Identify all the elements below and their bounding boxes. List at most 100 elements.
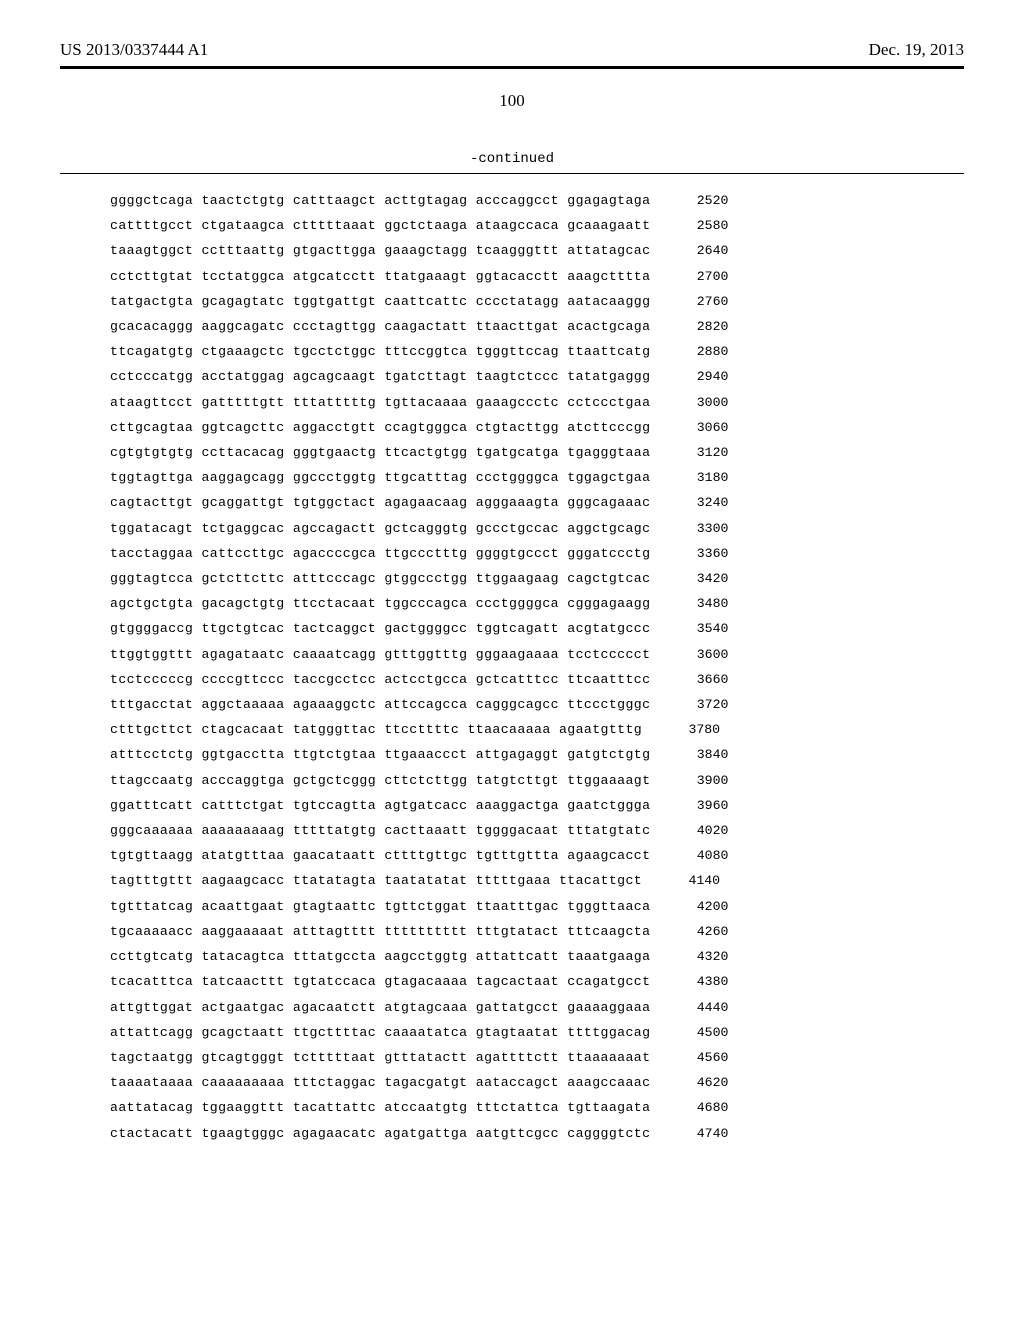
sequence-position: 3000 <box>678 396 728 409</box>
sequence-row: ctttgcttct ctagcacaat tatgggttac ttccttt… <box>110 723 964 736</box>
sequence-position: 3360 <box>678 547 728 560</box>
sequence-row: gggtagtcca gctcttcttc atttcccagc gtggccc… <box>110 572 964 585</box>
sequence-row: cttgcagtaa ggtcagcttc aggacctgtt ccagtgg… <box>110 421 964 434</box>
page-container: US 2013/0337444 A1 Dec. 19, 2013 100 -co… <box>0 0 1024 1212</box>
sequence-position: 3960 <box>678 799 728 812</box>
sequence-row: tgtgttaagg atatgtttaa gaacataatt cttttgt… <box>110 849 964 862</box>
sequence-bases: cattttgcct ctgataagca ctttttaaat ggctcta… <box>110 219 650 232</box>
sequence-row: cctcttgtat tcctatggca atgcatcctt ttatgaa… <box>110 270 964 283</box>
sequence-bases: tggatacagt tctgaggcac agccagactt gctcagg… <box>110 522 650 535</box>
sequence-row: tgcaaaaacc aaggaaaaat atttagtttt ttttttt… <box>110 925 964 938</box>
sequence-row: atttcctctg ggtgacctta ttgtctgtaa ttgaaac… <box>110 748 964 761</box>
sequence-bases: ttcagatgtg ctgaaagctc tgcctctggc tttccgg… <box>110 345 650 358</box>
sequence-bases: gggcaaaaaa aaaaaaaaag tttttatgtg cacttaa… <box>110 824 650 837</box>
sequence-bases: ggggctcaga taactctgtg catttaagct acttgta… <box>110 194 650 207</box>
sequence-position: 3840 <box>678 748 728 761</box>
sequence-bases: tagtttgttt aagaagcacc ttatatagta taatata… <box>110 874 642 887</box>
sequence-position: 2820 <box>678 320 728 333</box>
sequence-row: ttggtggttt agagataatc caaaatcagg gtttggt… <box>110 648 964 661</box>
sequence-position: 4740 <box>678 1127 728 1140</box>
sequence-position: 4140 <box>670 874 720 887</box>
sequence-listing: ggggctcaga taactctgtg catttaagct acttgta… <box>110 194 964 1140</box>
sequence-position: 4080 <box>678 849 728 862</box>
sequence-bases: tgcaaaaacc aaggaaaaat atttagtttt ttttttt… <box>110 925 650 938</box>
sequence-position: 3240 <box>678 496 728 509</box>
sequence-row: cctcccatgg acctatggag agcagcaagt tgatctt… <box>110 370 964 383</box>
sequence-position: 2760 <box>678 295 728 308</box>
sequence-row: taaagtggct cctttaattg gtgacttgga gaaagct… <box>110 244 964 257</box>
sequence-row: ggggctcaga taactctgtg catttaagct acttgta… <box>110 194 964 207</box>
sequence-bases: ataagttcct gatttttgtt tttatttttg tgttaca… <box>110 396 650 409</box>
sequence-position: 4500 <box>678 1026 728 1039</box>
sequence-bases: tggtagttga aaggagcagg ggccctggtg ttgcatt… <box>110 471 650 484</box>
sequence-row: ttcagatgtg ctgaaagctc tgcctctggc tttccgg… <box>110 345 964 358</box>
sequence-position: 3300 <box>678 522 728 535</box>
sequence-bases: attattcagg gcagctaatt ttgcttttac caaaata… <box>110 1026 650 1039</box>
sequence-position: 4200 <box>678 900 728 913</box>
sequence-position: 2520 <box>678 194 728 207</box>
sequence-row: aattatacag tggaaggttt tacattattc atccaat… <box>110 1101 964 1114</box>
sequence-position: 3060 <box>678 421 728 434</box>
sequence-row: ggatttcatt catttctgat tgtccagtta agtgatc… <box>110 799 964 812</box>
sequence-position: 2640 <box>678 244 728 257</box>
sequence-bases: tgtgttaagg atatgtttaa gaacataatt cttttgt… <box>110 849 650 862</box>
sequence-bases: tttgacctat aggctaaaaa agaaaggctc attccag… <box>110 698 650 711</box>
sequence-bases: tcacatttca tatcaacttt tgtatccaca gtagaca… <box>110 975 650 988</box>
sequence-position: 3780 <box>670 723 720 736</box>
sequence-bases: ctactacatt tgaagtgggc agagaacatc agatgat… <box>110 1127 650 1140</box>
sequence-bases: cttgcagtaa ggtcagcttc aggacctgtt ccagtgg… <box>110 421 650 434</box>
sequence-bases: cgtgtgtgtg ccttacacag gggtgaactg ttcactg… <box>110 446 650 459</box>
sequence-top-rule <box>60 173 964 174</box>
sequence-position: 3900 <box>678 774 728 787</box>
publication-number: US 2013/0337444 A1 <box>60 40 208 60</box>
sequence-position: 3540 <box>678 622 728 635</box>
sequence-position: 3420 <box>678 572 728 585</box>
sequence-bases: taaaataaaa caaaaaaaaa tttctaggac tagacga… <box>110 1076 650 1089</box>
sequence-row: ctactacatt tgaagtgggc agagaacatc agatgat… <box>110 1127 964 1140</box>
sequence-row: tttgacctat aggctaaaaa agaaaggctc attccag… <box>110 698 964 711</box>
sequence-bases: ggatttcatt catttctgat tgtccagtta agtgatc… <box>110 799 650 812</box>
sequence-row: ccttgtcatg tatacagtca tttatgccta aagcctg… <box>110 950 964 963</box>
sequence-position: 3660 <box>678 673 728 686</box>
sequence-bases: ttagccaatg acccaggtga gctgctcggg cttctct… <box>110 774 650 787</box>
header-rule <box>60 66 964 69</box>
publication-date: Dec. 19, 2013 <box>869 40 964 60</box>
sequence-row: tcacatttca tatcaacttt tgtatccaca gtagaca… <box>110 975 964 988</box>
sequence-position: 3600 <box>678 648 728 661</box>
sequence-row: tcctcccccg ccccgttccc taccgcctcc actcctg… <box>110 673 964 686</box>
sequence-bases: tcctcccccg ccccgttccc taccgcctcc actcctg… <box>110 673 650 686</box>
sequence-row: cgtgtgtgtg ccttacacag gggtgaactg ttcactg… <box>110 446 964 459</box>
continued-label: -continued <box>60 151 964 167</box>
sequence-position: 2940 <box>678 370 728 383</box>
sequence-row: tacctaggaa cattccttgc agaccccgca ttgccct… <box>110 547 964 560</box>
sequence-position: 3120 <box>678 446 728 459</box>
sequence-position: 3480 <box>678 597 728 610</box>
sequence-row: cagtacttgt gcaggattgt tgtggctact agagaac… <box>110 496 964 509</box>
sequence-row: cattttgcct ctgataagca ctttttaaat ggctcta… <box>110 219 964 232</box>
sequence-row: attattcagg gcagctaatt ttgcttttac caaaata… <box>110 1026 964 1039</box>
sequence-position: 4620 <box>678 1076 728 1089</box>
sequence-position: 4320 <box>678 950 728 963</box>
sequence-position: 4440 <box>678 1001 728 1014</box>
sequence-row: tagctaatgg gtcagtgggt tctttttaat gtttata… <box>110 1051 964 1064</box>
sequence-row: gggcaaaaaa aaaaaaaaag tttttatgtg cacttaa… <box>110 824 964 837</box>
sequence-position: 4680 <box>678 1101 728 1114</box>
sequence-row: gcacacaggg aaggcagatc ccctagttgg caagact… <box>110 320 964 333</box>
sequence-row: tggtagttga aaggagcagg ggccctggtg ttgcatt… <box>110 471 964 484</box>
sequence-bases: gcacacaggg aaggcagatc ccctagttgg caagact… <box>110 320 650 333</box>
sequence-bases: cctcttgtat tcctatggca atgcatcctt ttatgaa… <box>110 270 650 283</box>
sequence-row: tgtttatcag acaattgaat gtagtaattc tgttctg… <box>110 900 964 913</box>
sequence-bases: agctgctgta gacagctgtg ttcctacaat tggccca… <box>110 597 650 610</box>
sequence-bases: taaagtggct cctttaattg gtgacttgga gaaagct… <box>110 244 650 257</box>
sequence-position: 3720 <box>678 698 728 711</box>
sequence-bases: cctcccatgg acctatggag agcagcaagt tgatctt… <box>110 370 650 383</box>
sequence-row: gtggggaccg ttgctgtcac tactcaggct gactggg… <box>110 622 964 635</box>
sequence-position: 4560 <box>678 1051 728 1064</box>
sequence-bases: ttggtggttt agagataatc caaaatcagg gtttggt… <box>110 648 650 661</box>
sequence-position: 3180 <box>678 471 728 484</box>
sequence-row: tggatacagt tctgaggcac agccagactt gctcagg… <box>110 522 964 535</box>
sequence-position: 4380 <box>678 975 728 988</box>
sequence-row: agctgctgta gacagctgtg ttcctacaat tggccca… <box>110 597 964 610</box>
sequence-position: 2700 <box>678 270 728 283</box>
sequence-row: ataagttcct gatttttgtt tttatttttg tgttaca… <box>110 396 964 409</box>
